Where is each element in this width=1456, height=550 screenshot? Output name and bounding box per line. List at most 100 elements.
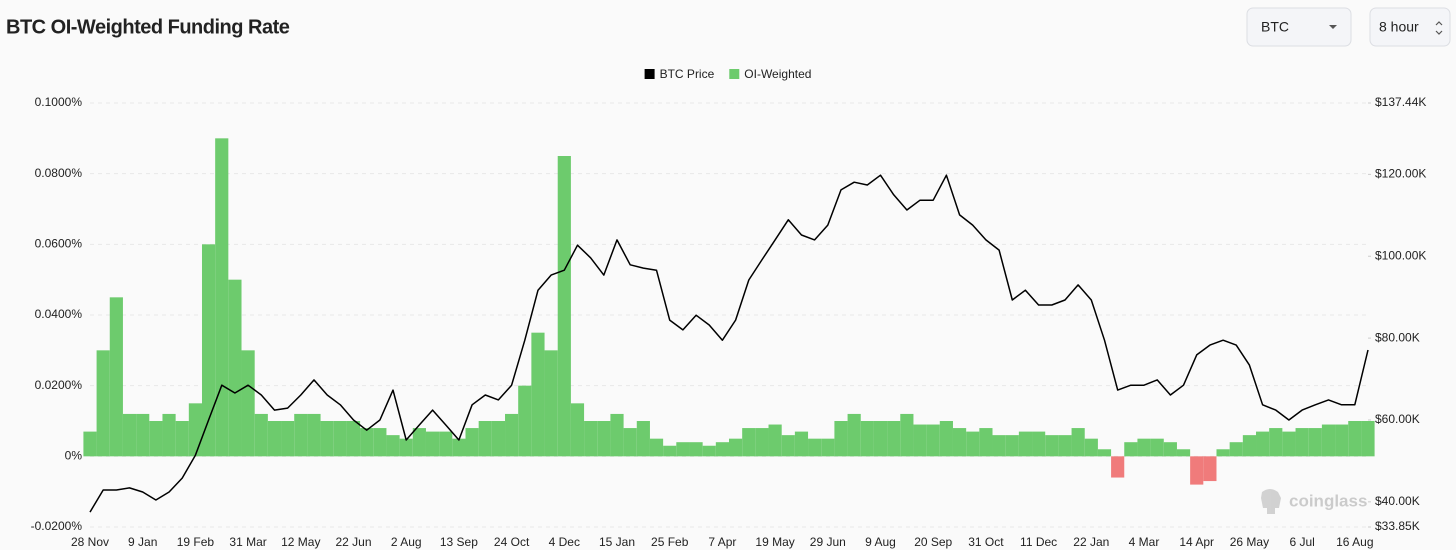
bar <box>122 413 137 457</box>
bar <box>1045 435 1059 457</box>
bar <box>1097 449 1112 457</box>
bar <box>1071 428 1085 457</box>
bar <box>360 428 374 457</box>
bar <box>834 421 848 457</box>
bar <box>1295 428 1309 457</box>
bar <box>913 424 927 457</box>
x-tick-label: 11 Dec <box>1020 535 1057 549</box>
bar <box>201 244 216 457</box>
x-tick-label: 31 Oct <box>968 535 1004 549</box>
x-tick-label: 24 Oct <box>494 535 530 549</box>
bar <box>1361 421 1375 457</box>
x-tick-label: 19 May <box>755 535 794 549</box>
x-tick-label: 28 Nov <box>71 535 109 549</box>
bar <box>281 421 295 457</box>
bar <box>386 435 400 457</box>
y-tick-label: 0.0400% <box>35 307 83 321</box>
bar <box>702 445 716 457</box>
bar <box>1269 428 1283 457</box>
bar <box>1058 435 1072 457</box>
bar <box>663 445 677 457</box>
y2-tick-label: $60.00K <box>1375 412 1420 426</box>
bar <box>1321 424 1336 457</box>
bar <box>373 428 387 457</box>
bar <box>992 435 1006 457</box>
bar <box>294 413 308 457</box>
bar <box>109 297 123 457</box>
bar <box>1163 442 1177 457</box>
x-tick-label: 9 Jan <box>128 535 157 549</box>
bar <box>215 138 229 457</box>
bar <box>1176 449 1191 457</box>
bar <box>1084 438 1098 457</box>
bar <box>1018 431 1033 457</box>
x-tick-label: 2 Aug <box>391 535 422 549</box>
bar <box>544 350 558 457</box>
bar <box>518 385 532 457</box>
chevrons <box>1435 21 1443 35</box>
bar <box>505 413 519 457</box>
select-value[interactable]: BTC <box>1261 19 1289 35</box>
x-tick-label: 12 May <box>281 535 320 549</box>
bar <box>478 421 492 457</box>
bar <box>860 421 874 457</box>
bar <box>136 413 150 457</box>
x-tick-label: 7 Apr <box>708 535 736 549</box>
bar <box>1190 456 1204 485</box>
bar <box>333 421 347 457</box>
caret <box>1329 25 1337 29</box>
bar <box>1150 438 1164 457</box>
legend: BTC Price OI-Weighted <box>644 67 811 81</box>
bar <box>320 421 334 457</box>
x-tick-label: 13 Sep <box>440 535 478 549</box>
bar <box>1124 442 1138 457</box>
bar <box>873 421 888 457</box>
x-tick-label: 29 Jun <box>810 535 846 549</box>
bar <box>847 413 861 457</box>
bar <box>952 428 967 457</box>
y2-tick-label: $80.00K <box>1375 330 1420 344</box>
bar <box>96 350 110 457</box>
y2-tick-label: $137.44K <box>1375 95 1426 109</box>
bar <box>808 438 822 457</box>
y2-tick-label: $40.00K <box>1375 494 1420 508</box>
y-tick-label: 0% <box>65 449 83 463</box>
bar <box>887 421 901 457</box>
legend-label: BTC Price <box>660 67 715 81</box>
select-box[interactable] <box>1369 7 1451 47</box>
price-line <box>89 174 1369 513</box>
select-box[interactable] <box>1246 7 1352 47</box>
y-tick-label: -0.0200% <box>31 519 83 533</box>
bar <box>1111 456 1125 478</box>
bar <box>1216 449 1230 457</box>
select-value[interactable]: 8 hour <box>1379 19 1419 35</box>
bar <box>742 428 756 457</box>
watermark: coinglass <box>1261 489 1367 514</box>
y-tick-label: 0.1000% <box>35 95 83 109</box>
x-tick-label: 25 Feb <box>651 535 689 549</box>
interval-select[interactable]: 8 hour <box>1369 7 1451 47</box>
bar <box>794 431 809 457</box>
y2-tick-label: $33.85K <box>1375 519 1420 533</box>
coin-select[interactable]: BTC <box>1246 7 1352 47</box>
x-tick-label: 9 Aug <box>865 535 896 549</box>
bar <box>1242 435 1257 457</box>
bar <box>491 421 506 457</box>
x-tick-label: 31 Mar <box>229 535 266 549</box>
bar <box>597 421 611 457</box>
bar <box>821 438 835 457</box>
bar <box>241 350 255 457</box>
bar <box>557 156 571 457</box>
y-tick-label: 0.0600% <box>35 237 83 251</box>
bar <box>399 438 413 457</box>
bar <box>1256 431 1270 457</box>
x-tick-label: 14 Apr <box>1179 535 1214 549</box>
bar <box>1229 442 1243 457</box>
x-tick-label: 4 Dec <box>549 535 580 549</box>
x-tick-label: 15 Jan <box>599 535 635 549</box>
bar <box>636 421 650 457</box>
bar <box>979 428 993 457</box>
bar <box>531 332 545 457</box>
